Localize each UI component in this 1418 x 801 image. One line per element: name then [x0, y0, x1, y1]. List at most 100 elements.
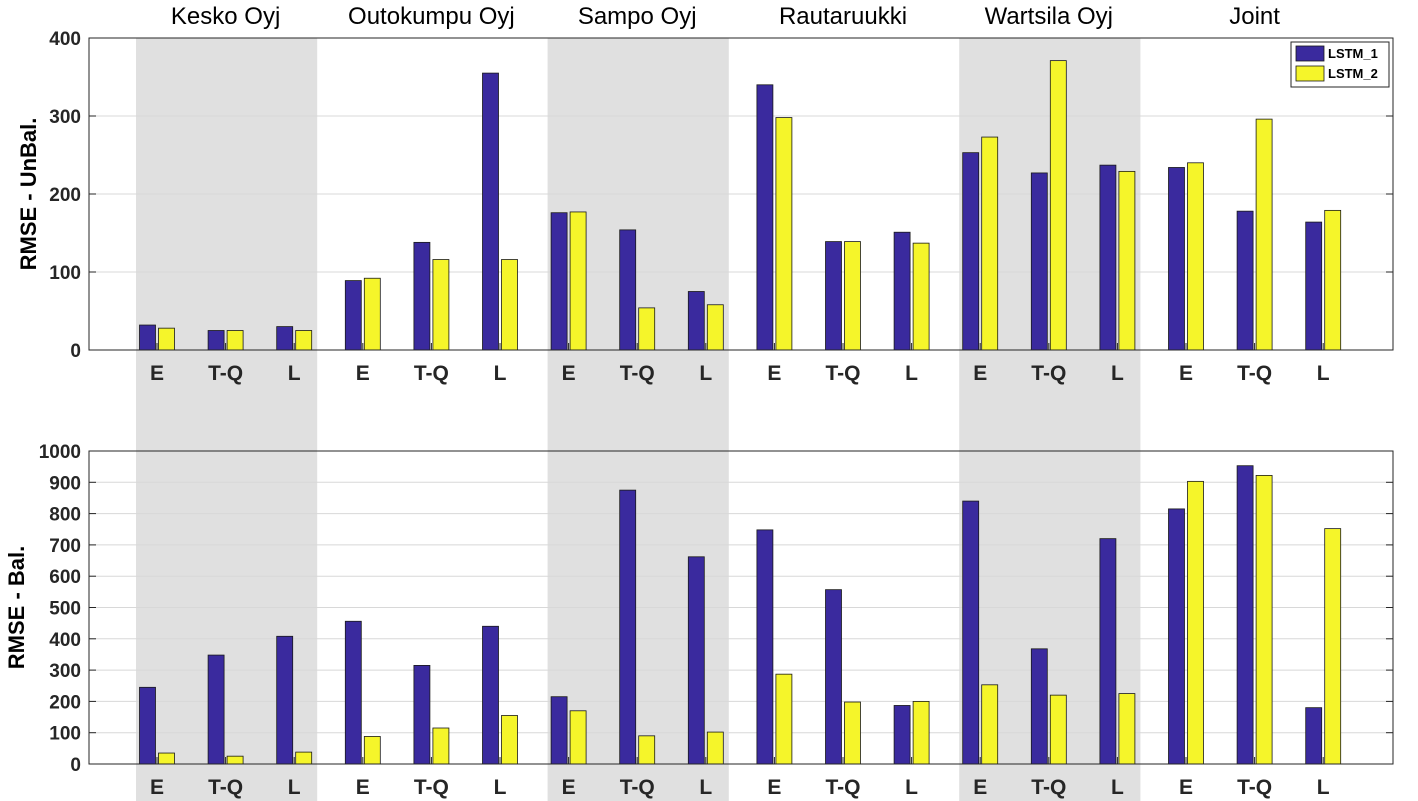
bar-lstm_1 [756, 529, 774, 765]
bar-lstm_2 [1118, 170, 1136, 351]
group-label: Joint [1229, 3, 1280, 30]
bar-lstm_2 [363, 277, 381, 351]
y-tick-label: 300 [49, 107, 81, 128]
bar-lstm_2 [981, 684, 999, 765]
group-label: Wartsila Oyj [985, 3, 1113, 30]
x-tick-label: E [973, 776, 987, 799]
y-tick-label: 600 [49, 567, 81, 588]
bar-lstm_2 [638, 307, 656, 351]
x-tick-label: T-Q [1031, 362, 1066, 385]
legend: LSTM_1 LSTM_2 [1290, 41, 1390, 88]
bar-lstm_2 [501, 715, 518, 765]
y-tick-label: 200 [49, 692, 81, 713]
x-tick-label: T-Q [1031, 776, 1066, 799]
bar-lstm_1 [207, 330, 225, 351]
bar-lstm_1 [482, 72, 499, 351]
bar-lstm_2 [295, 330, 313, 351]
bar-lstm_2 [706, 731, 724, 765]
x-tick-label: T-Q [620, 776, 655, 799]
x-tick-label: E [356, 362, 370, 385]
x-tick-label: T-Q [208, 776, 243, 799]
y-axis-label: RMSE - UnBal. [16, 118, 41, 271]
bar-lstm_1 [344, 620, 362, 765]
x-tick-label: L [288, 362, 301, 385]
y-tick-label: 100 [49, 263, 81, 284]
legend-swatch [1295, 45, 1325, 62]
bars [139, 60, 1342, 765]
bar-lstm_2 [1187, 162, 1204, 351]
y-tick-label: 300 [49, 661, 81, 682]
bar-lstm_1 [413, 241, 431, 351]
bar-lstm_1 [962, 500, 980, 765]
x-tick-label: L [494, 776, 507, 799]
x-tick-label: L [1317, 776, 1330, 799]
x-tick-label: T-Q [826, 362, 861, 385]
bar-lstm_1 [482, 625, 499, 765]
x-tick-label: E [150, 776, 164, 799]
bar-lstm_1 [550, 696, 568, 765]
x-tick-label: L [699, 362, 712, 385]
bar-lstm_2 [706, 304, 724, 351]
bar-lstm_1 [1168, 508, 1185, 765]
legend-swatch [1295, 65, 1325, 82]
bar-lstm_1 [1236, 210, 1254, 351]
bar-lstm_1 [1305, 221, 1323, 351]
x-tick-label: E [767, 776, 781, 799]
bar-lstm_1 [825, 241, 842, 351]
x-tick-label: L [288, 776, 301, 799]
x-tick-label: T-Q [620, 362, 655, 385]
x-tick-label: T-Q [414, 362, 449, 385]
y-tick-label: 900 [49, 473, 81, 494]
group-label: Kesko Oyj [171, 3, 280, 30]
bar-lstm_2 [1049, 694, 1067, 765]
bar-lstm_1 [139, 686, 156, 765]
bar-lstm_1 [344, 280, 362, 351]
x-tick-label: L [1111, 362, 1124, 385]
bar-lstm_2 [569, 710, 587, 765]
x-tick-label: E [356, 776, 370, 799]
y-tick-label: 700 [49, 536, 81, 557]
x-tick-label: E [150, 362, 164, 385]
bar-lstm_2 [1255, 475, 1273, 765]
y-tick-label: 0 [70, 755, 81, 776]
x-tick-label: E [1179, 362, 1193, 385]
x-tick-label: L [905, 776, 918, 799]
bar-lstm_1 [619, 489, 637, 765]
y-tick-label: 400 [49, 29, 81, 50]
bar-lstm_1 [1030, 172, 1048, 351]
legend-label: LSTM_2 [1328, 66, 1378, 81]
bar-lstm_2 [775, 673, 793, 765]
x-tick-label: T-Q [208, 362, 243, 385]
bar-lstm_1 [139, 324, 156, 351]
y-tick-label: 500 [49, 599, 81, 620]
x-tick-label: E [1179, 776, 1193, 799]
bar-lstm_1 [687, 291, 705, 351]
y-tick-label: 1000 [39, 442, 81, 463]
x-tick-label: E [562, 362, 576, 385]
bar-lstm_2 [912, 242, 930, 351]
x-tick-label: L [905, 362, 918, 385]
x-tick-label: L [1317, 362, 1330, 385]
group-label: Sampo Oyj [578, 3, 697, 30]
x-tick-label: T-Q [1237, 776, 1272, 799]
bar-lstm_1 [1030, 648, 1048, 765]
bar-lstm_1 [550, 212, 568, 351]
bar-lstm_1 [1099, 164, 1117, 351]
axes-frames [88, 37, 1394, 765]
bar-lstm_2 [844, 701, 861, 765]
x-tick-label: E [562, 776, 576, 799]
bar-lstm_2 [432, 727, 450, 765]
bar-lstm_2 [226, 755, 244, 765]
bar-lstm_2 [363, 736, 381, 765]
bar-lstm_2 [158, 752, 175, 765]
bar-lstm_2 [1324, 209, 1342, 351]
bar-lstm_2 [226, 330, 244, 351]
x-tick-label: L [494, 362, 507, 385]
x-tick-label: E [973, 362, 987, 385]
x-tick-label: T-Q [1237, 362, 1272, 385]
bar-lstm_2 [844, 241, 861, 351]
bar-lstm_1 [1168, 167, 1185, 351]
bar-lstm_2 [295, 751, 313, 765]
bar-lstm_2 [1049, 60, 1067, 351]
